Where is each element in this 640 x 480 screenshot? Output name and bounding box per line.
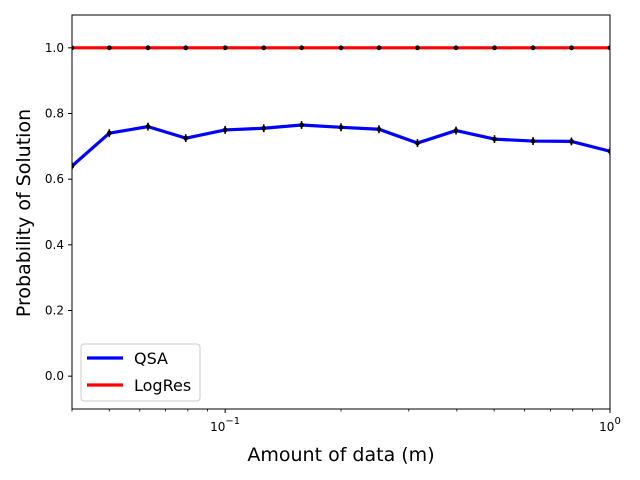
data-point-qsa [569, 139, 574, 144]
x-axis-label: Amount of data (m) [247, 444, 434, 466]
data-point-logres [183, 45, 189, 51]
y-tick-label: 0.2 [45, 304, 64, 318]
y-tick-label: 0.0 [45, 369, 64, 383]
data-point-qsa [145, 124, 151, 130]
x-tick-label: 10−1 [210, 416, 240, 434]
data-point-logres [415, 45, 420, 51]
data-point-qsa [222, 127, 228, 133]
x-tick-label-base: 10 [599, 420, 614, 434]
data-point-logres [338, 45, 344, 51]
legend-label-logres: LogRes [134, 376, 191, 395]
x-tick-label-exponent: 0 [614, 416, 620, 427]
data-point-qsa [338, 124, 344, 130]
series-group [72, 45, 610, 170]
data-point-logres [145, 45, 151, 51]
legend: QSA LogRes [80, 343, 201, 402]
axes: 0.00.20.40.60.81.010−1 100 [45, 14, 621, 434]
legend-label-qsa: QSA [134, 349, 168, 368]
plot-area [72, 45, 610, 170]
y-tick-label: 0.4 [45, 238, 64, 252]
data-point-logres [299, 45, 305, 51]
data-point-logres [530, 45, 536, 51]
data-point-logres [376, 45, 382, 51]
data-point-logres [492, 45, 497, 51]
data-point-qsa [453, 128, 459, 133]
x-tick-label-exponent: −1 [225, 416, 240, 427]
data-point-qsa [72, 163, 75, 169]
data-point-logres [222, 45, 228, 51]
data-point-qsa [492, 136, 497, 142]
data-point-logres [261, 45, 267, 51]
data-point-logres [569, 45, 574, 51]
data-point-qsa [183, 135, 189, 141]
data-point-qsa [106, 130, 112, 136]
data-point-logres [106, 45, 112, 51]
y-tick-label: 0.6 [45, 172, 64, 186]
data-point-qsa [415, 140, 420, 146]
x-tick-label-base: 10 [210, 420, 225, 434]
data-point-logres [72, 45, 75, 51]
data-point-qsa [607, 148, 610, 154]
data-point-logres [453, 45, 459, 51]
y-tick-label: 0.8 [45, 107, 64, 121]
data-point-qsa [299, 122, 305, 128]
data-point-qsa [376, 126, 382, 132]
y-axis-label: Probability of Solution [13, 109, 35, 317]
data-point-qsa [530, 138, 536, 144]
data-point-logres [607, 45, 610, 51]
y-tick-label: 1.0 [45, 41, 64, 55]
x-tick-label: 100 [599, 416, 621, 434]
data-point-qsa [261, 125, 267, 131]
